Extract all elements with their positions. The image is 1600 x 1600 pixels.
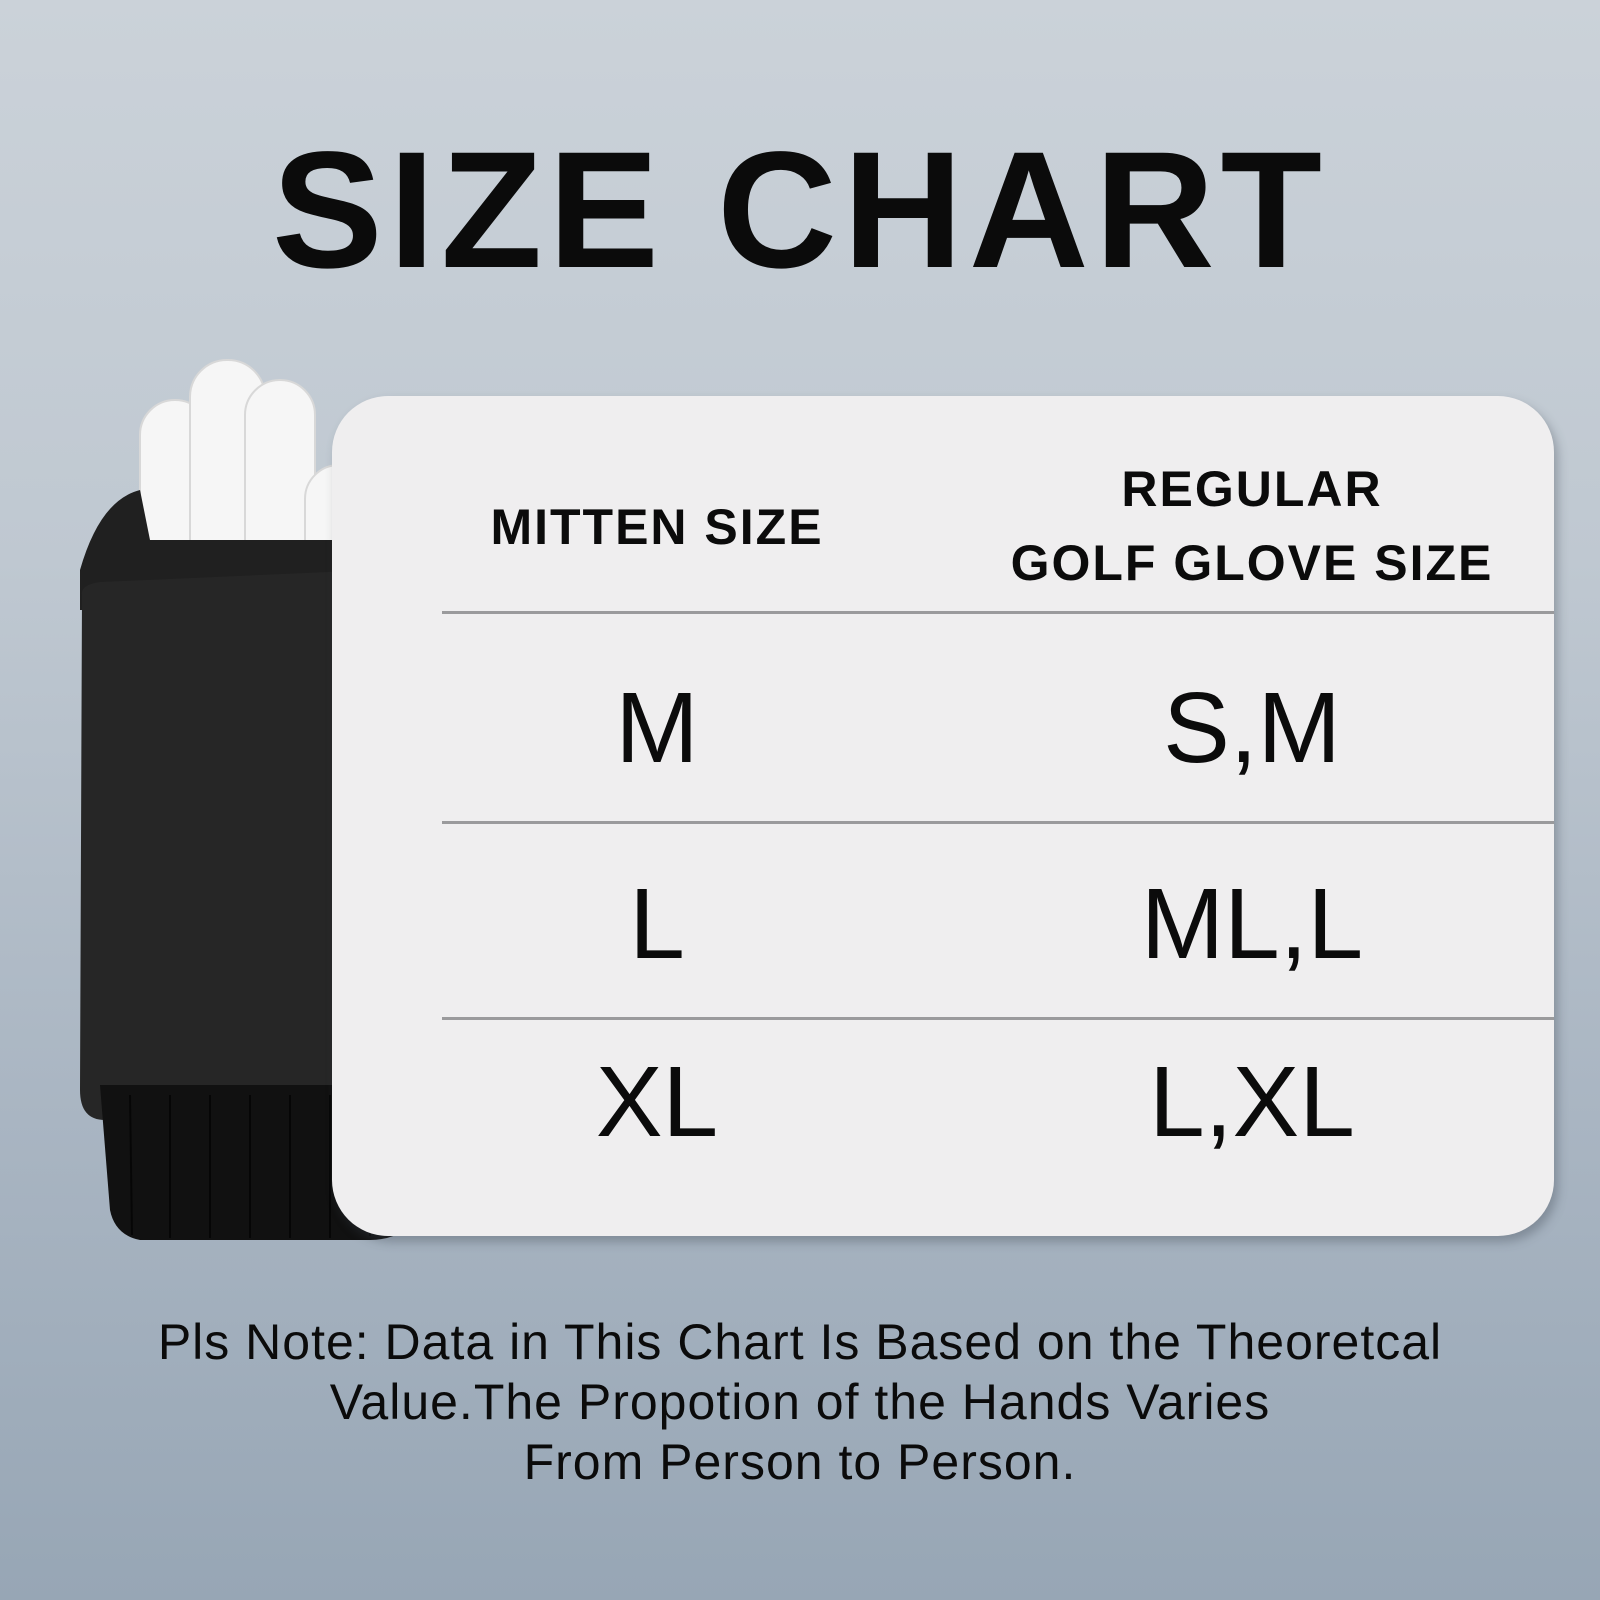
mitten-size-cell: XL [595,1046,719,1158]
header-mitten-size: MITTEN SIZE [490,499,824,555]
note-line: Pls Note: Data in This Chart Is Based on… [157,1314,1443,1370]
golf-size-cell: ML,L [1140,868,1364,980]
golf-size-cell: S,M [1163,672,1341,784]
header-golf-glove-line2: GOLF GLOVE SIZE [1010,535,1494,591]
sizing-note: Pls Note: Data in This Chart Is Based on… [0,1312,1600,1492]
row-divider [442,821,1554,824]
golf-size-cell: L,XL [1149,1046,1355,1158]
note-line: From Person to Person. [523,1434,1077,1490]
size-table: MITTEN SIZE REGULAR GOLF GLOVE SIZE M S,… [332,396,1554,1236]
note-line: Value.The Propotion of the Hands Varies [329,1374,1271,1430]
row-divider [442,611,1554,614]
row-divider [442,1017,1554,1020]
mitten-size-cell: L [629,868,685,980]
mitten-size-cell: M [615,672,699,784]
page-title: SIZE CHART [272,118,1328,303]
header-golf-glove-line1: REGULAR [1121,461,1383,517]
